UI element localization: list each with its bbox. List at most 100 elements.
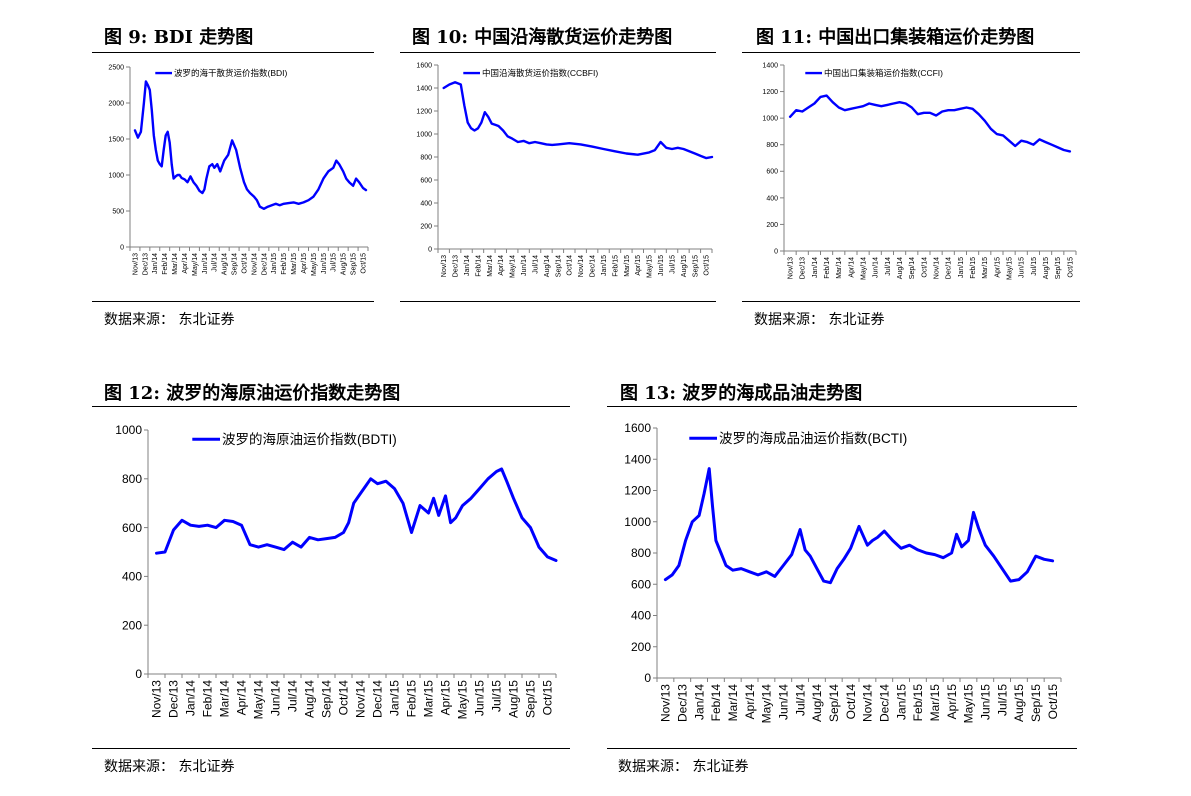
x-tick-label: Nov/14 — [251, 253, 258, 275]
data-point — [614, 150, 616, 152]
data-point — [317, 188, 319, 190]
data-point — [951, 552, 953, 554]
data-point — [155, 552, 158, 554]
data-point — [774, 575, 776, 577]
data-point — [275, 203, 277, 205]
data-point — [450, 522, 452, 524]
data-point — [334, 536, 336, 538]
data-point — [823, 580, 825, 582]
x-tick-label: Oct/14 — [844, 684, 858, 720]
data-point — [338, 163, 340, 165]
x-tick-label: Jul/14 — [212, 253, 219, 272]
data-point — [540, 142, 542, 144]
x-tick-label: Jul/15 — [490, 680, 504, 712]
data-point — [365, 189, 367, 191]
data-point — [844, 109, 846, 111]
data-point — [203, 188, 205, 190]
data-point — [147, 84, 149, 86]
data-point — [545, 143, 548, 145]
data-point — [782, 564, 784, 567]
data-point — [163, 149, 165, 151]
x-tick-label: Oct/14 — [567, 255, 574, 276]
data-point — [959, 108, 961, 110]
data-point — [678, 564, 680, 567]
x-tick-label: Apr/14 — [498, 255, 505, 276]
x-tick-label: May/14 — [760, 684, 774, 724]
title-rule — [92, 406, 570, 407]
data-point — [227, 154, 229, 156]
data-point — [850, 108, 852, 110]
data-point — [177, 174, 179, 176]
data-point — [145, 80, 147, 82]
data-point — [274, 546, 277, 548]
data-point — [711, 156, 713, 158]
x-tick-label: Sep/15 — [524, 680, 538, 718]
y-tick-label: 800 — [420, 154, 432, 161]
data-point — [189, 524, 192, 526]
data-point — [189, 175, 192, 177]
x-tick-label: Feb/14 — [824, 257, 831, 279]
data-point — [484, 111, 486, 113]
x-tick-label: Dec/13 — [675, 684, 689, 722]
data-point — [455, 517, 457, 519]
data-point — [172, 529, 175, 531]
data-point — [700, 155, 702, 157]
data-point — [941, 110, 943, 113]
data-point — [376, 483, 379, 485]
data-point — [862, 105, 864, 107]
y-tick-label: 1600 — [624, 421, 651, 435]
data-point — [249, 192, 251, 194]
data-point — [929, 112, 931, 114]
data-point — [795, 109, 797, 111]
x-tick-label: Dec/13 — [167, 680, 181, 718]
data-point — [1026, 571, 1028, 573]
x-tick-label: May/15 — [647, 255, 654, 278]
x-tick-label: May/15 — [456, 680, 470, 720]
data-point — [1057, 146, 1059, 148]
x-tick-label: Apr/14 — [848, 257, 855, 278]
data-point — [517, 141, 519, 143]
x-tick-label: Sep/14 — [232, 253, 239, 275]
data-point — [671, 574, 673, 576]
data-point — [965, 106, 968, 109]
data-point — [942, 557, 944, 559]
data-point — [886, 104, 888, 106]
data-point — [348, 181, 350, 183]
legend-label: 波罗的海干散货运价指数(BDI) — [174, 68, 288, 78]
data-point — [370, 478, 372, 480]
data-point — [506, 480, 508, 482]
data-point — [263, 208, 265, 210]
data-point — [843, 558, 845, 560]
data-point — [1026, 141, 1028, 143]
data-point — [715, 539, 717, 542]
x-tick-label: Feb/14 — [201, 680, 215, 718]
series-line — [663, 467, 1055, 585]
data-point — [876, 536, 879, 538]
data-point — [850, 547, 852, 549]
data-point — [444, 495, 447, 497]
data-point — [880, 105, 882, 107]
data-point — [216, 163, 218, 165]
data-point — [883, 530, 885, 532]
data-point — [443, 87, 445, 89]
y-tick-label: 2000 — [108, 100, 124, 107]
title-rule — [742, 52, 1080, 53]
y-tick-label: 400 — [122, 570, 142, 584]
data-point — [266, 544, 268, 546]
data-point — [682, 148, 685, 150]
x-tick-label: Apr/15 — [635, 255, 642, 276]
x-tick-label: Dec/14 — [261, 253, 268, 275]
x-tick-label: Jun/15 — [321, 253, 328, 274]
data-point — [223, 160, 225, 162]
x-tick-label: Jan/14 — [812, 257, 819, 278]
data-point — [917, 549, 919, 551]
data-point — [327, 170, 329, 172]
x-tick-label: Nov/13 — [132, 253, 139, 275]
data-point — [454, 81, 456, 83]
data-point — [358, 181, 360, 183]
data-point — [165, 134, 167, 136]
data-point — [856, 106, 858, 109]
data-point — [534, 141, 536, 143]
